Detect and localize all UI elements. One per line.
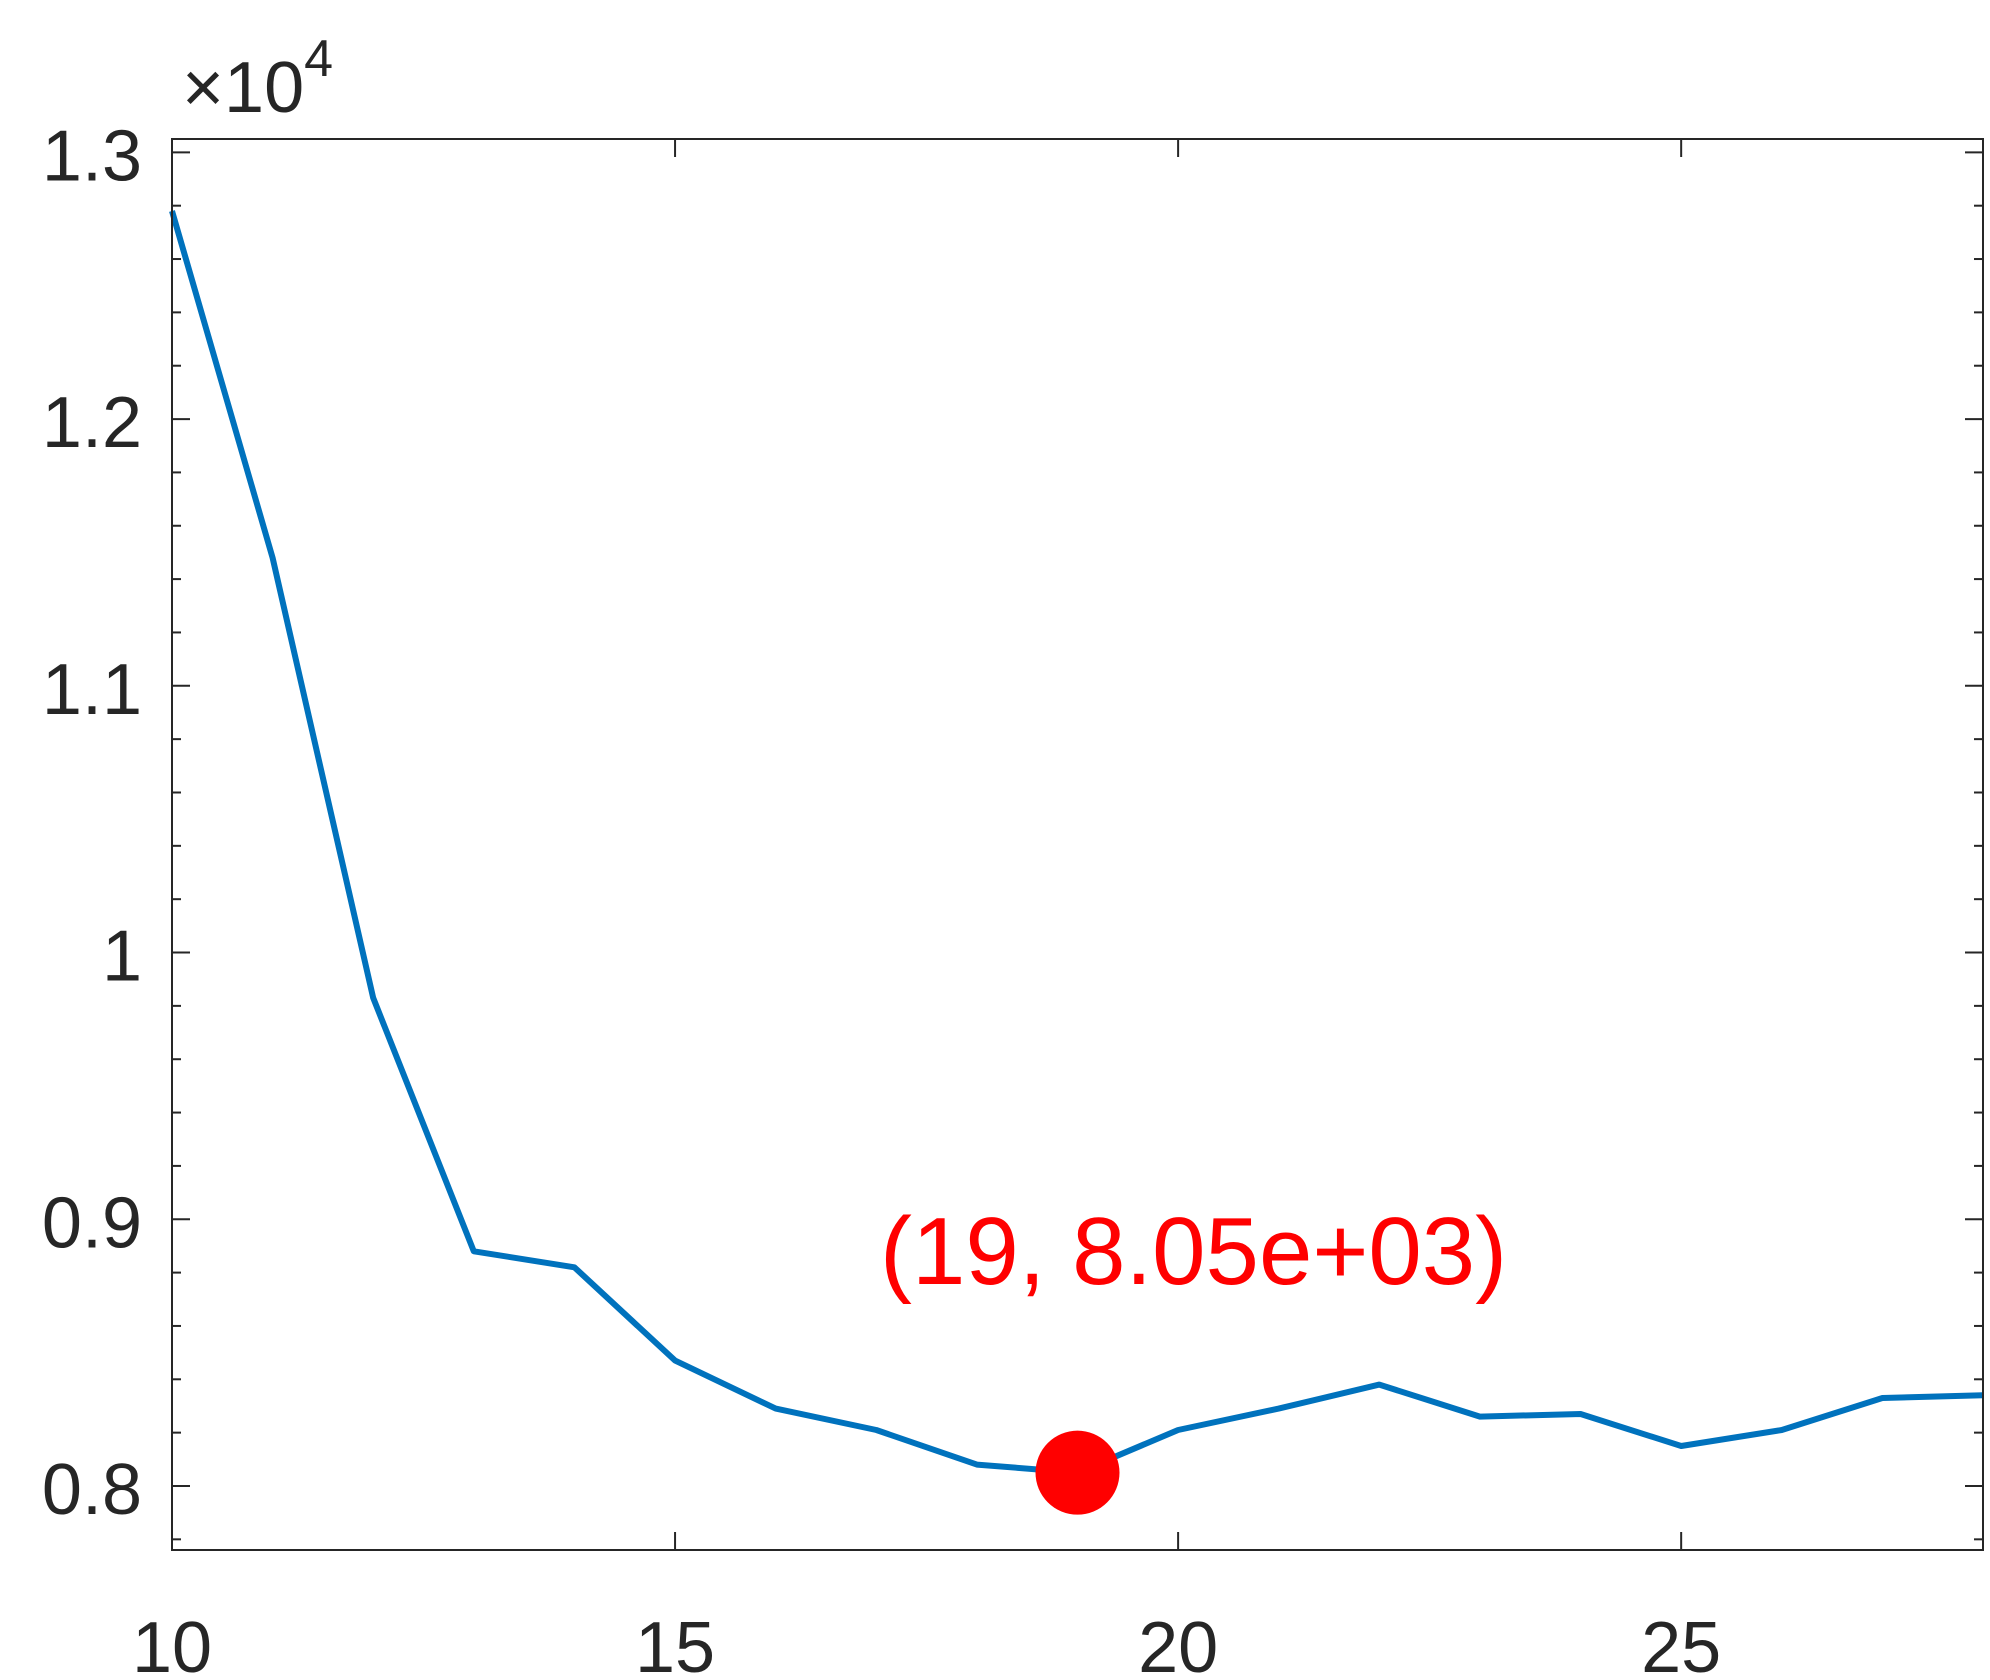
x-tick-label: 10 xyxy=(132,1608,212,1680)
x-tick-label: 20 xyxy=(1138,1608,1218,1680)
highlight-marker xyxy=(1035,1430,1120,1515)
y-tick-label: 0.8 xyxy=(42,1450,142,1530)
highlight-layer: (19, 8.05e+03) xyxy=(880,1198,1507,1515)
highlight-annotation: (19, 8.05e+03) xyxy=(880,1198,1507,1305)
y-exponent-base: ×10 xyxy=(182,48,304,128)
y-exponent-power: 4 xyxy=(304,30,333,88)
y-tick-labels: 0.8 0.9 1 1.1 1.2 1.3 xyxy=(42,116,142,1530)
y-tick-label: 1.2 xyxy=(42,383,142,463)
y-exponent-label: ×104 xyxy=(182,30,333,128)
x-tick-label: 15 xyxy=(635,1608,715,1680)
x-tick-labels: 10 15 20 25 xyxy=(132,1608,1721,1680)
x-tick-label: 25 xyxy=(1641,1608,1721,1680)
y-tick-label: 1.1 xyxy=(42,650,142,730)
y-tick-label: 0.9 xyxy=(42,1183,142,1263)
y-tick-label: 1.3 xyxy=(42,116,142,196)
axis-ticks xyxy=(171,139,1983,1550)
plot-frame xyxy=(171,138,1984,1551)
y-tick-label: 1 xyxy=(102,917,142,997)
